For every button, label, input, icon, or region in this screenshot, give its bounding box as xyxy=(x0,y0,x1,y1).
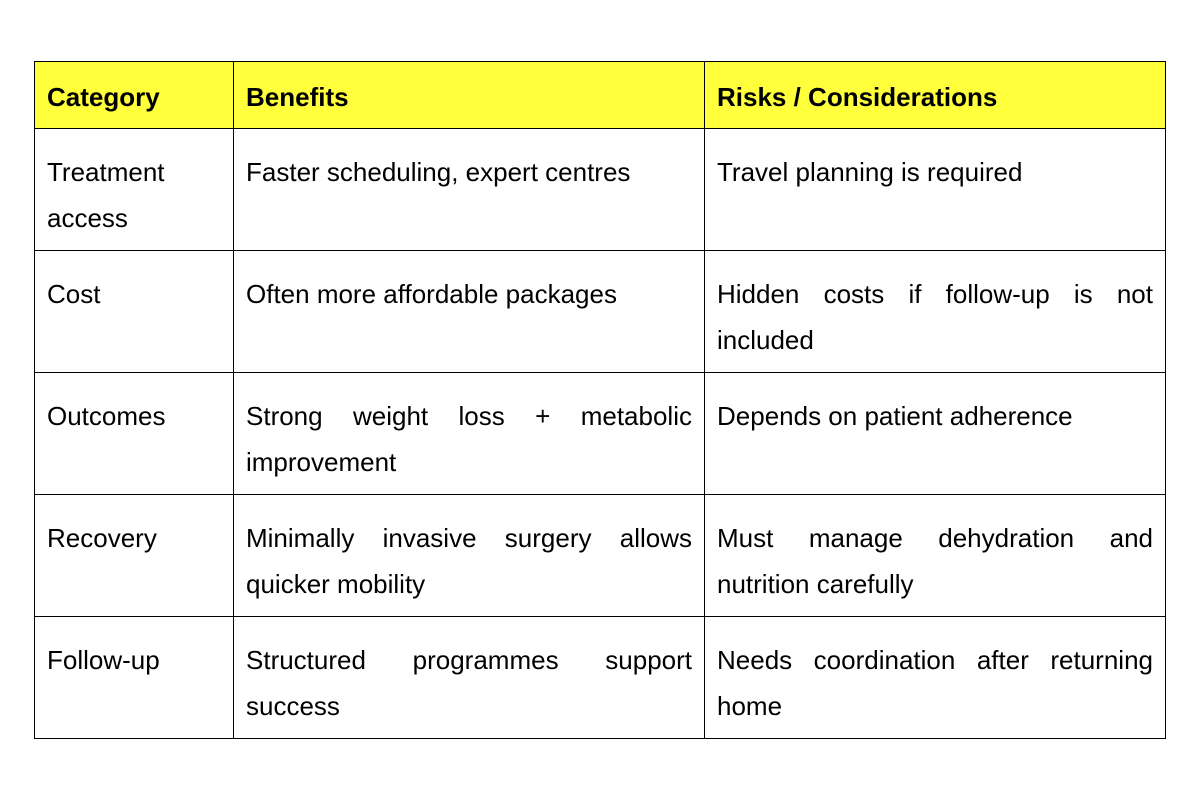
benefits-cell: Strong weight loss + metabolic improveme… xyxy=(233,372,705,495)
table-row: Treatment access Faster scheduling, exper… xyxy=(34,128,1166,251)
header-category: Category xyxy=(34,61,234,129)
header-risks: Risks / Considerations xyxy=(704,61,1166,129)
table-row: Cost Often more affordable packages Hidden… xyxy=(34,250,1166,373)
benefits-cell: Faster scheduling, expert centres xyxy=(233,128,705,251)
risks-cell: Must manage dehydration and nutrition ca… xyxy=(704,494,1166,617)
category-cell: Recovery xyxy=(34,494,234,617)
table-row: Outcomes Strong weight loss + metabolic i… xyxy=(34,372,1166,495)
benefits-cell: Minimally invasive surgery allows quicke… xyxy=(233,494,705,617)
table-row: Recovery Minimally invasive surgery allow… xyxy=(34,494,1166,617)
category-cell: Cost xyxy=(34,250,234,373)
category-cell: Treatment access xyxy=(34,128,234,251)
risks-cell: Needs coordination after returning home xyxy=(704,616,1166,739)
header-row: Category Benefits Risks / Considerations xyxy=(34,61,1166,129)
header-benefits: Benefits xyxy=(233,61,705,129)
category-cell: Follow-up xyxy=(34,616,234,739)
risks-cell: Hidden costs if follow-up is not include… xyxy=(704,250,1166,373)
category-cell: Outcomes xyxy=(34,372,234,495)
comparison-table: Category Benefits Risks / Considerations… xyxy=(34,61,1166,739)
benefits-cell: Structured programmes support success xyxy=(233,616,705,739)
risks-cell: Travel planning is required xyxy=(704,128,1166,251)
table-row: Follow-up Structured programmes support s… xyxy=(34,616,1166,739)
risks-cell: Depends on patient adherence xyxy=(704,372,1166,495)
benefits-cell: Often more affordable packages xyxy=(233,250,705,373)
